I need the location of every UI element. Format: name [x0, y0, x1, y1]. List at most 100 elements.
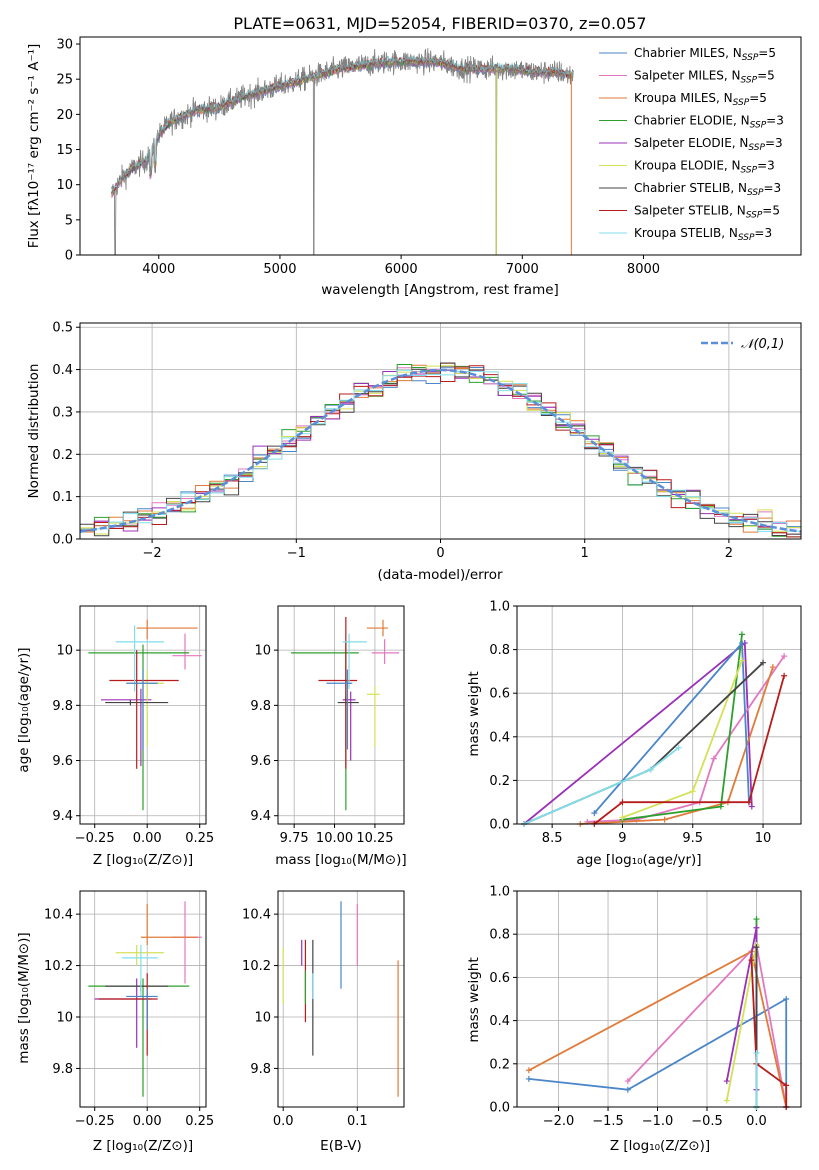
legend-value: =5	[758, 46, 776, 60]
weight-age-marker	[748, 803, 755, 810]
y-tick-label: 0.2	[489, 774, 510, 789]
x-tick-label: −2	[143, 546, 162, 561]
y-tick-label: 0.0	[52, 533, 73, 548]
weight-Z-marker	[783, 1082, 790, 1089]
residual-panel: −2 −1 0 1 2 0.0 0.1 0.2 0.3 0.4 0.5 (data-model)/e…	[26, 321, 802, 583]
legend-value: =5	[757, 69, 775, 83]
y-tick-label: 0.1	[52, 490, 73, 505]
y-tick-label: 15	[56, 143, 73, 158]
data-spectrum-line	[111, 48, 574, 256]
x-tick-label: −1	[287, 546, 306, 561]
weight-vs-age-panel: 8.5 9 9.5 10 0.0 0.2 0.4 0.6 0.8 1.0	[489, 600, 802, 846]
y-tick-label: 0.8	[489, 643, 510, 658]
weight-age-marker	[619, 799, 626, 806]
y-tick-label: 0.8	[489, 928, 510, 943]
model-spectrum-line	[111, 59, 574, 198]
y-tick-label: 0.5	[52, 321, 73, 336]
legend-subscript: SSP	[746, 211, 763, 221]
y-tick-label: 1.0	[489, 885, 510, 900]
model-spectrum-line	[111, 56, 574, 197]
weight-age-marker	[591, 810, 598, 817]
legend-label: Chabrier MILES, NSSP=5	[634, 46, 776, 63]
x-tick-label: 0.25	[185, 831, 214, 846]
legend-label: Chabrier ELODIE, NSSP=3	[634, 114, 784, 131]
weight-Z-marker	[525, 1075, 532, 1082]
legend-value: =3	[765, 136, 783, 150]
y-tick-label: 10	[56, 1011, 73, 1026]
y-tick-label: 25	[56, 73, 73, 88]
y-tick-label: 9.8	[250, 699, 271, 714]
x-tick-label: 9	[618, 831, 626, 846]
mass-vs-ebv-panel-frame	[277, 890, 405, 1108]
model-spectrum-line	[111, 58, 574, 195]
y-tick-label: 9.8	[52, 699, 73, 714]
x-tick-label: −0.25	[75, 831, 115, 846]
y-tick-label: 0.6	[489, 687, 510, 702]
y-tick-label: 1.0	[489, 600, 510, 615]
normal-curve	[79, 368, 802, 533]
mass-vs-Z-panel: −0.25 0.00 0.25 9.8 10 10.2 10.4	[44, 890, 214, 1129]
y-tick-label: 0.4	[489, 1014, 510, 1029]
weight-Z-marker	[624, 1086, 631, 1093]
weight-vs-Z-panel: −2.0 −1.5 −1.0 −0.5 0.0 0.0 0.2 0.4 0.6 0.8 1.0	[489, 885, 802, 1129]
weight-Z-marker	[723, 1097, 730, 1104]
histogram-step	[80, 365, 801, 538]
age-vs-mass-panel-frame	[277, 605, 405, 825]
spectrum-ylabel: Flux [fλ10⁻¹⁷ erg cm⁻² s⁻¹ A⁻¹]	[26, 44, 42, 249]
y-tick-label: 10	[56, 178, 73, 193]
x-tick-label: 10.00	[316, 831, 353, 846]
massZ-ylabel: mass [log₁₀(M/M⊙)]	[16, 932, 32, 1063]
y-tick-label: 0.3	[52, 405, 73, 420]
weight-age-line	[587, 655, 785, 823]
y-tick-label: 9.4	[250, 809, 271, 824]
x-tick-label: 9.75	[280, 831, 309, 846]
legend-subscript: SSP	[741, 166, 758, 176]
weight-Z-line	[750, 960, 788, 1107]
legend-value: =5	[762, 204, 780, 218]
weight-age-marker	[710, 755, 717, 762]
wZ-ylabel: mass weight	[466, 957, 482, 1042]
y-tick-label: 0.2	[52, 448, 73, 463]
normal-legend-label: 𝒩(0,1)	[741, 337, 784, 352]
legend-value: =5	[749, 91, 767, 105]
parameter-panels: −0.25 0.00 0.25 9.4 9.6 9.8 10 9.75 10.00 10.25 9.…	[44, 600, 802, 1129]
legend-label: Kroupa ELODIE, NSSP=3	[634, 159, 775, 176]
x-tick-label: −2.0	[543, 1114, 575, 1129]
y-tick-label: 9.8	[250, 1062, 271, 1077]
x-tick-label: 0.00	[133, 1114, 162, 1129]
ageZ-xlabel: Z [log₁₀(Z/Z⊙)]	[93, 852, 193, 868]
x-tick-label: −1.5	[592, 1114, 624, 1129]
wAge-xlabel: age [log₁₀(age/yr)]	[576, 852, 701, 868]
y-tick-label: 9.8	[52, 1062, 73, 1077]
weight-age-marker	[745, 799, 752, 806]
x-tick-label: 0	[436, 546, 444, 561]
massEbv-xlabel: E(B-V)	[320, 1138, 362, 1154]
x-tick-label: −0.25	[75, 1114, 115, 1129]
weight-age-marker	[738, 657, 745, 664]
weight-Z-marker	[753, 916, 760, 923]
x-tick-label: 9.5	[682, 831, 703, 846]
x-tick-label: 1	[581, 546, 589, 561]
legend-subscript: SSP	[738, 233, 755, 243]
legend-subscript: SSP	[747, 188, 764, 198]
y-tick-label: 9.6	[52, 754, 73, 769]
spectrum-plot-area	[111, 48, 574, 256]
massZ-xlabel: Z [log₁₀(Z/Z⊙)]	[93, 1138, 193, 1154]
x-tick-label: 10	[755, 831, 772, 846]
legend-subscript: SSP	[733, 98, 750, 108]
y-tick-label: 0	[65, 249, 73, 264]
x-tick-label: 10.25	[356, 831, 393, 846]
legend-subscript: SSP	[748, 143, 765, 153]
weight-Z-line	[725, 927, 758, 1090]
legend-label: Kroupa STELIB, NSSP=3	[634, 226, 772, 243]
weight-Z-marker	[525, 1067, 532, 1074]
wAge-ylabel: mass weight	[466, 671, 482, 756]
legend-label: Chabrier STELIB, NSSP=3	[634, 181, 781, 198]
weight-Z-marker	[783, 996, 790, 1002]
y-tick-label: 10.2	[242, 959, 271, 974]
spectrum-legend: Chabrier MILES, NSSP=5 Salpeter MILES, NS…	[599, 46, 784, 243]
model-spectrum-line	[111, 58, 574, 198]
wZ-xlabel: Z [log₁₀(Z/Z⊙)]	[610, 1138, 710, 1154]
y-tick-label: 5	[65, 213, 73, 228]
